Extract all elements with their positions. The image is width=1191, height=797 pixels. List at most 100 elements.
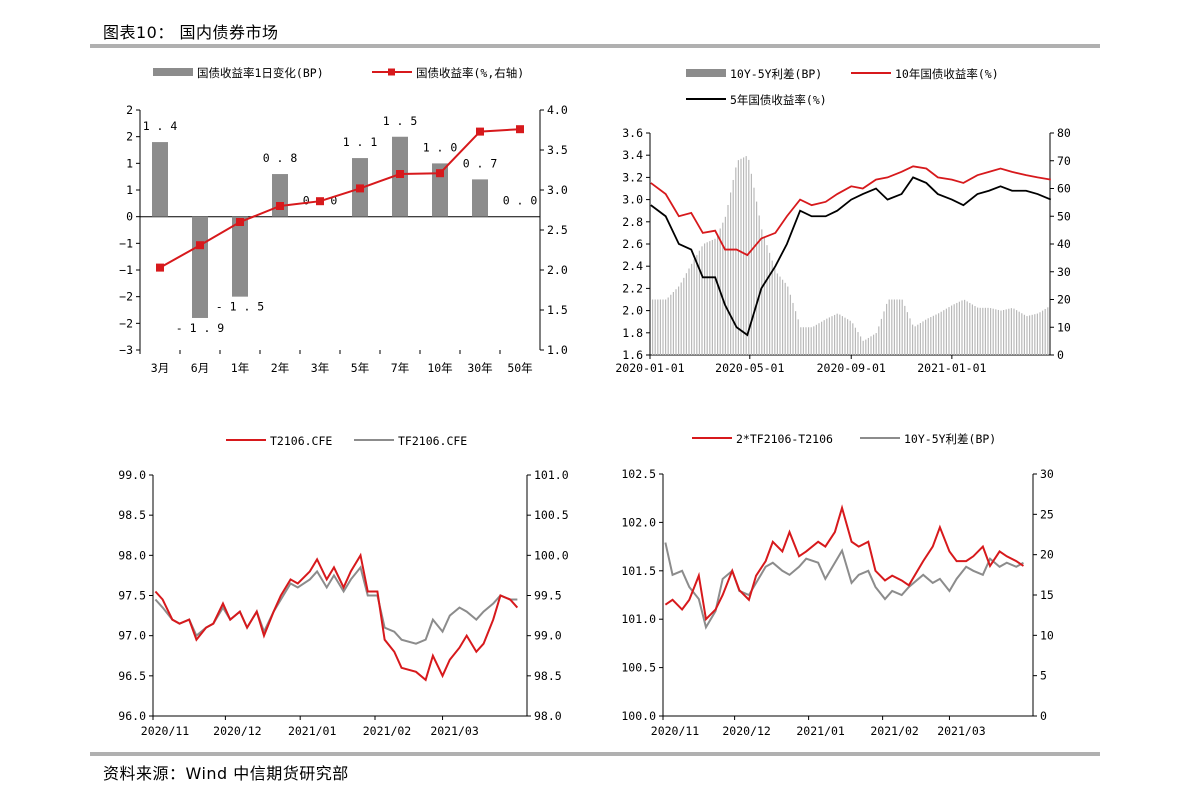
spread-bar: [883, 311, 885, 355]
bar-6月: [192, 216, 208, 318]
spread-bar: [1044, 308, 1046, 355]
legend-spread-label: 10Y-5Y利差(BP): [730, 67, 822, 81]
chart-1-right-tick-label: 2.0: [547, 263, 568, 277]
chart-2-left-tick-label: 3.6: [622, 126, 643, 140]
spread-bar: [912, 324, 914, 355]
spread-bar: [672, 292, 674, 355]
spread-bar: [961, 300, 963, 355]
spread-bar: [792, 302, 794, 355]
x-tick-label: 2020/12: [213, 724, 261, 738]
bar-value-label: 0 . 8: [263, 151, 298, 165]
spread-bar: [990, 308, 992, 355]
chart-2-left-tick-label: 3.4: [622, 148, 643, 162]
x-tick-label: 2021/01: [796, 724, 845, 738]
spread-bar: [1036, 313, 1038, 355]
chart-2-10y-line: [650, 165, 1051, 257]
spread-bar: [1008, 308, 1010, 355]
spread-bar: [737, 160, 739, 355]
x-tick-label: 2021/02: [870, 724, 918, 738]
spread-bar: [1016, 310, 1018, 355]
x-tick-label: 10年: [427, 361, 452, 375]
x-tick-label: 7年: [391, 361, 409, 375]
spread-bar: [696, 255, 698, 355]
bar-value-label: - 1 . 9: [176, 321, 225, 335]
chart-2-legend: 10Y-5Y利差(BP) 10年国债收益率(%) 5年国债收益率(%): [686, 67, 999, 107]
legend-spread2-label: 10Y-5Y利差(BP): [904, 432, 996, 446]
x-tick-label: 2021/03: [430, 724, 479, 738]
chart-1-left-tick-label: −1: [119, 236, 133, 250]
top-divider: [90, 44, 1100, 48]
spread-bar: [821, 321, 823, 355]
yield-marker-3月: [156, 263, 164, 272]
chart-1: 国债收益率1日变化(BP) 国债收益率(%,右轴) 2 2 1 1 0 −1 −1 −2 −2 −…: [119, 66, 568, 375]
spread-bar: [774, 268, 776, 355]
chart-1-right-tick-label: 1.5: [547, 303, 568, 317]
chart-2-right-ticks: 80 70 60 50 40 30 20 10 0: [1050, 126, 1071, 362]
yield-marker-7年: [396, 170, 404, 178]
chart-2-right-tick-label: 50: [1057, 209, 1071, 223]
chart-4-x-ticks: 2020/11 2020/12 2021/01 2021/02 2021/03: [651, 716, 986, 738]
chart-2-left-tick-label: 2.2: [622, 281, 643, 295]
chart-3-legend: T2106.CFE TF2106.CFE: [226, 434, 467, 448]
spread-bar: [784, 282, 786, 355]
spread-bar: [896, 299, 898, 355]
chart-3-right-tick-label: 101.0: [534, 468, 569, 482]
spread-bar: [1005, 309, 1007, 355]
chart-3-left-ticks: 99.0 98.5 98.0 97.5 97.0 96.5 96.0: [118, 468, 153, 723]
chart-2-5y-line: [650, 176, 1052, 337]
chart-2-left-tick-label: 1.6: [622, 348, 643, 362]
chart-1-left-tick-label: 2: [126, 130, 133, 144]
spread-bar: [951, 305, 953, 355]
spread-bar: [701, 246, 703, 355]
spread-bar: [795, 311, 797, 355]
chart-3-left-tick-label: 97.5: [118, 589, 146, 603]
legend-marker-swatch: [388, 68, 395, 76]
spread-bar: [813, 326, 815, 355]
spread-bar: [904, 305, 906, 355]
spread-bar: [665, 299, 667, 355]
chart-3-left-tick-label: 98.5: [118, 508, 146, 522]
chart-1-right-tick-label: 4.0: [547, 103, 568, 117]
x-tick-label: 2020-09-01: [817, 361, 886, 375]
spread-bar: [1047, 307, 1049, 355]
spread-bar: [948, 307, 950, 355]
chart-4: 2*TF2106-T2106 10Y-5Y利差(BP) 102.5102.010…: [621, 432, 1054, 738]
spread-bar: [956, 302, 958, 355]
x-tick-label: 2年: [271, 361, 289, 375]
x-tick-label: 2020-05-01: [715, 361, 784, 375]
legend-bar-swatch: [153, 68, 193, 76]
bar-value-label: 0 . 0: [503, 194, 538, 208]
spread-bar: [909, 318, 911, 355]
spread-bar: [761, 229, 763, 355]
spread-bar: [657, 299, 659, 355]
chart-2-right-tick-label: 60: [1057, 182, 1071, 196]
spread-bar: [992, 308, 994, 355]
chart-4-left-tick-label: 101.5: [621, 564, 656, 578]
spread-bar: [727, 204, 729, 355]
spread-bar: [917, 324, 919, 355]
x-tick-label: 2021/03: [937, 724, 986, 738]
spread-bar: [974, 306, 976, 355]
spread-bar: [857, 332, 859, 355]
chart-3-right-tick-label: 98.0: [534, 709, 562, 723]
spread-bar: [667, 297, 669, 355]
chart-4-left-tick-label: 100.5: [621, 661, 656, 675]
chart-1-bars: [152, 136, 488, 318]
spread-bar: [805, 327, 807, 355]
yield-marker-6月: [196, 241, 204, 250]
spread-bar: [969, 302, 971, 355]
spread-bar: [873, 334, 875, 355]
spread-bar: [930, 317, 932, 355]
spread-bar: [745, 156, 747, 355]
spread-bar: [693, 259, 695, 355]
spread-bar: [800, 327, 802, 355]
spread-bar: [938, 313, 940, 355]
bar-3月: [152, 142, 168, 217]
chart-2-right-tick-label: 20: [1057, 293, 1071, 307]
spread-bar: [823, 320, 825, 355]
chart-4-right-tick-label: 5: [1040, 669, 1047, 683]
yield-marker-5年: [356, 184, 364, 193]
spread-bar: [756, 201, 758, 355]
spread-bar: [691, 263, 693, 355]
